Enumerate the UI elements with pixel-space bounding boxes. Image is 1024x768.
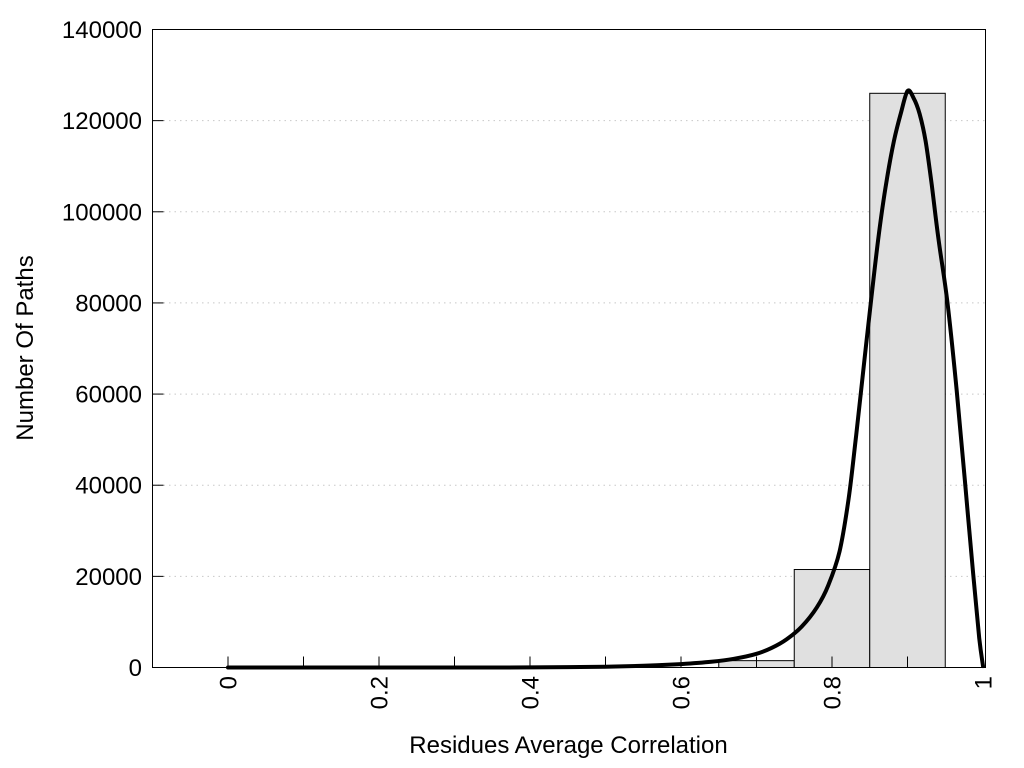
x-tick-label: 0 (216, 676, 243, 689)
y-tick-label: 140000 (62, 17, 142, 44)
y-axis-title: Number Of Paths (12, 255, 39, 440)
y-tick-label: 120000 (62, 108, 142, 135)
x-tick-label: 0.4 (518, 676, 545, 709)
histogram-bar (869, 92, 946, 669)
plot-generated-layer: 0 20000 40000 60000 80000 100000 120000 140000 0… (62, 17, 998, 709)
y-tick-label: 80000 (75, 290, 142, 317)
x-axis-title: Residues Average Correlation (409, 732, 727, 759)
x-tick-label: 0.2 (367, 676, 394, 709)
x-tick-label: 0.6 (669, 676, 696, 709)
y-tick-label: 40000 (75, 473, 142, 500)
x-tick-label: 0.8 (820, 676, 847, 709)
plot-frame (152, 29, 986, 668)
histogram-bar (793, 569, 871, 668)
y-tick-label: 100000 (62, 199, 142, 226)
x-tick-label: 1 (971, 676, 998, 689)
y-tick-label: 20000 (75, 564, 142, 591)
y-tick-label: 60000 (75, 382, 142, 409)
y-tick-label: 0 (129, 655, 142, 682)
